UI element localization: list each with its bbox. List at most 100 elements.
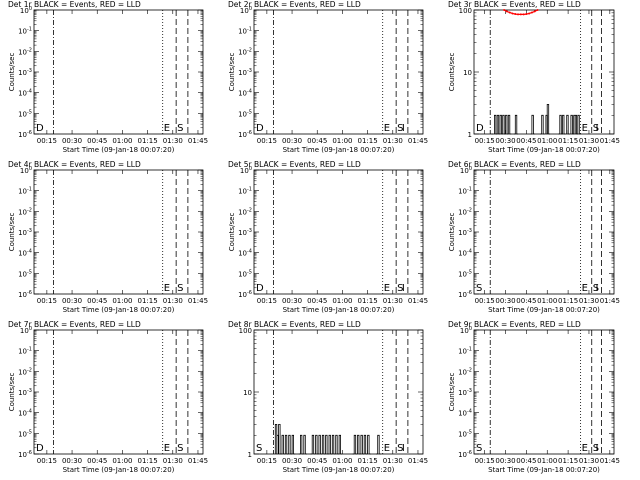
x-tick-label: 00:15: [475, 297, 495, 305]
x-tick-label: 01:15: [138, 457, 158, 465]
lld-point: [508, 11, 511, 14]
y-tick-label: 10-3: [238, 68, 252, 77]
marker-letter: I: [595, 123, 598, 134]
lld-point: [530, 11, 533, 14]
y-tick-label: 10-6: [458, 450, 472, 459]
marker-letter: E: [384, 123, 390, 134]
marker-letter: E: [384, 443, 390, 454]
marker-letter: I: [595, 443, 598, 454]
x-tick-label: 00:45: [516, 297, 536, 305]
x-tick-label: 00:15: [37, 457, 57, 465]
y-tick-label: 100: [20, 166, 32, 175]
x-axis-label: Start Time (09-Jan-18 00:07:20): [488, 146, 600, 154]
chart-title: Det 6r BLACK = Events, RED = LLD: [448, 160, 581, 169]
lld-point: [511, 12, 514, 15]
x-tick-label: 01:30: [579, 457, 599, 465]
chart-title: Det 8r BLACK = Events, RED = LLD: [228, 320, 361, 329]
lld-point: [517, 13, 520, 16]
y-tick-label: 10-3: [18, 68, 32, 77]
x-tick-label: 01:45: [600, 297, 620, 305]
marker-letter: S: [177, 443, 183, 454]
chart-det-5r: Det 5r BLACK = Events, RED = LLD 00:15 00:…: [228, 160, 428, 314]
x-tick-label: 00:15: [257, 297, 277, 305]
y-tick-label: 10-3: [238, 228, 252, 237]
x-axis-label: Start Time (09-Jan-18 00:07:20): [283, 466, 395, 474]
x-tick-label: 01:15: [558, 457, 578, 465]
x-tick-label: 00:30: [495, 137, 515, 145]
marker-letter: S: [397, 283, 403, 294]
marker-letter: S: [397, 443, 403, 454]
x-tick-label: 01:45: [408, 297, 428, 305]
x-tick-label: 01:45: [188, 137, 208, 145]
plot-frame: [253, 169, 424, 295]
y-axis-label: Counts/sec: [8, 213, 16, 252]
y-tick-label: 10-1: [458, 187, 472, 196]
chart-title: Det 3r BLACK = Events, RED = LLD: [448, 0, 581, 9]
x-tick-label: 00:45: [307, 137, 327, 145]
y-tick-label: 10-2: [238, 47, 252, 56]
x-axis-label: Start Time (09-Jan-18 00:07:20): [488, 466, 600, 474]
marker-letter: S: [256, 443, 262, 454]
y-axis-label: Counts/sec: [448, 53, 456, 92]
x-tick-label: 00:15: [257, 137, 277, 145]
x-tick-label: 00:30: [282, 137, 302, 145]
y-tick-label: 10-2: [458, 367, 472, 376]
x-tick-label: 00:30: [282, 297, 302, 305]
y-tick-label: 10-5: [458, 429, 472, 438]
y-axis-label: Counts/sec: [228, 213, 236, 252]
y-tick-label: 10-6: [458, 290, 472, 299]
chart-title: Det 5r BLACK = Events, RED = LLD: [228, 160, 361, 169]
x-tick-label: 00:15: [257, 457, 277, 465]
y-tick-label: 10-6: [238, 290, 252, 299]
chart-det-1r: Det 1r BLACK = Events, RED = LLD 00:15 00:…: [8, 0, 208, 154]
x-tick-label: 01:00: [332, 297, 352, 305]
lld-point: [536, 9, 539, 11]
marker-letter: E: [582, 283, 588, 294]
y-tick-label: 10-6: [18, 290, 32, 299]
x-tick-label: 00:45: [87, 457, 107, 465]
chart-det-2r: Det 2r BLACK = Events, RED = LLD 00:15 00:…: [228, 0, 428, 154]
y-tick-label: 10-1: [238, 27, 252, 36]
marker-letter: I: [402, 283, 405, 294]
y-tick-label: 10-6: [238, 130, 252, 139]
chart-title: Det 1r BLACK = Events, RED = LLD: [8, 0, 141, 9]
x-tick-label: 01:30: [383, 137, 403, 145]
plot-frame: [33, 9, 204, 135]
lld-point: [514, 13, 517, 16]
chart-title: Det 2r BLACK = Events, RED = LLD: [228, 0, 361, 9]
marker-letter: S: [397, 123, 403, 134]
chart-det-8r: Det 8r BLACK = Events, RED = LLD 00:15 00:…: [228, 320, 428, 474]
x-tick-label: 01:30: [163, 137, 183, 145]
x-tick-label: 00:15: [37, 297, 57, 305]
x-tick-label: 01:15: [358, 457, 378, 465]
chart-det-4r: Det 4r BLACK = Events, RED = LLD 00:15 00:…: [8, 160, 208, 314]
y-tick-label: 10-2: [18, 367, 32, 376]
plot-frame: [253, 329, 424, 455]
plot-frame: [33, 169, 204, 295]
chart-title: Det 7r BLACK = Events, RED = LLD: [8, 320, 141, 329]
x-axis-label: Start Time (09-Jan-18 00:07:20): [283, 306, 395, 314]
marker-letter: S: [177, 123, 183, 134]
y-axis-label: Counts/sec: [8, 373, 16, 412]
plot-frame: [473, 329, 615, 455]
marker-letter: D: [476, 123, 484, 134]
y-tick-label: 100: [459, 7, 472, 15]
y-tick-label: 100: [240, 6, 252, 15]
marker-letter: S: [593, 123, 599, 134]
y-tick-label: 10-2: [18, 47, 32, 56]
chart-title: Det 9r BLACK = Events, RED = LLD: [448, 320, 581, 329]
y-tick-label: 10-2: [18, 207, 32, 216]
x-axis-label: Start Time (09-Jan-18 00:07:20): [63, 466, 175, 474]
marker-letter: E: [582, 123, 588, 134]
x-tick-label: 00:15: [475, 457, 495, 465]
events-series: [491, 104, 581, 135]
marker-letter: I: [402, 123, 405, 134]
plot-frame: [33, 329, 204, 455]
marker-letter: S: [593, 283, 599, 294]
x-tick-label: 00:45: [307, 297, 327, 305]
lld-point: [528, 12, 531, 15]
marker-letter: I: [595, 283, 598, 294]
y-tick-label: 10-1: [458, 347, 472, 356]
x-tick-label: 01:30: [163, 297, 183, 305]
